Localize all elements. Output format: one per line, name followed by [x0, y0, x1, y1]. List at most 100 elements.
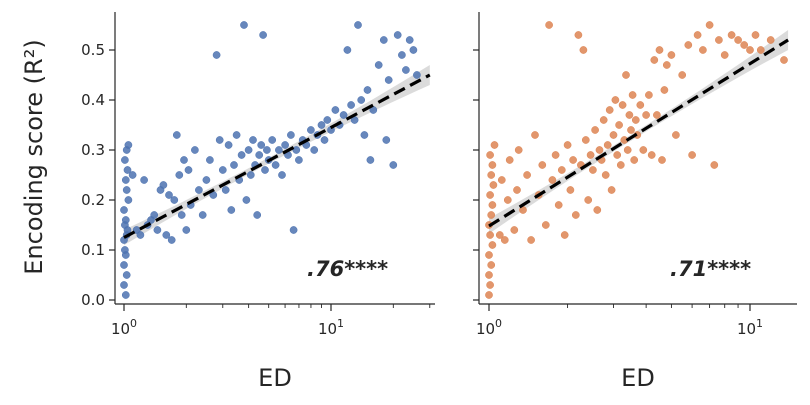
scatter-point — [320, 136, 329, 144]
scatter-point — [554, 201, 563, 209]
scatter-point — [257, 141, 266, 149]
scatter-point — [172, 131, 181, 139]
scatter-point — [672, 131, 680, 139]
scatter-point — [263, 146, 271, 154]
scatter-point — [489, 181, 498, 189]
scatter-point — [595, 146, 604, 154]
scatter-point — [488, 241, 497, 249]
scatter-point — [574, 31, 583, 39]
scatter-point — [566, 186, 575, 194]
x-ticks-left: 100 101 — [111, 304, 344, 338]
y-tick-label: 0.5 — [81, 41, 105, 59]
scatter-point — [727, 31, 736, 39]
scatter-point — [589, 166, 597, 174]
scatter-point — [271, 161, 280, 169]
scatter-point — [180, 156, 188, 164]
scatter-point — [202, 176, 211, 184]
scatter-point — [645, 91, 653, 99]
scatter-point — [393, 31, 402, 39]
scatter-point — [605, 106, 614, 114]
scatter-point — [275, 146, 283, 154]
scatter-point — [182, 226, 191, 234]
correlation-annotation-left: .76**** — [307, 257, 388, 281]
scatter-point — [705, 21, 714, 29]
scatter-point — [607, 186, 616, 194]
scatter-point — [162, 231, 171, 239]
scatter-point — [523, 171, 531, 179]
scatter-point — [715, 36, 723, 44]
scatter-point — [490, 141, 499, 149]
scatter-point — [289, 226, 298, 234]
scatter-point — [198, 211, 207, 219]
scatter-point — [734, 36, 742, 44]
scatter-point — [255, 151, 264, 159]
scatter-point — [122, 271, 131, 279]
scatter-point — [123, 166, 132, 174]
scatter-point — [339, 111, 348, 119]
x-minor-ticks-right — [567, 304, 739, 308]
y-tick-label: 0.3 — [81, 141, 105, 159]
scatter-point — [486, 231, 494, 239]
scatter-point — [230, 161, 238, 169]
scatter-point — [541, 221, 550, 229]
scatter-point — [310, 146, 319, 154]
y-tick-label: 0.1 — [81, 241, 105, 259]
scatter-point — [398, 51, 406, 59]
scatter-point — [688, 151, 696, 159]
scatter-point — [261, 166, 269, 174]
scatter-point — [191, 146, 199, 154]
scatter-point — [347, 101, 355, 109]
scatter-point — [218, 166, 227, 174]
scatter-point — [601, 171, 610, 179]
scatter-point — [636, 101, 645, 109]
scatter-point — [497, 176, 506, 184]
x-tick-label: 101 — [737, 317, 763, 338]
scatter-point — [486, 151, 494, 159]
scatter-point — [121, 291, 130, 299]
scatter-point — [242, 196, 251, 204]
scatter-point — [486, 191, 494, 199]
scatter-point — [153, 226, 162, 234]
correlation-annotation-right: .71**** — [670, 257, 751, 281]
scatter-point — [307, 126, 315, 134]
scatter-point — [531, 131, 539, 139]
scatter-point — [159, 181, 168, 189]
scatter-point — [751, 31, 760, 39]
scatter-point — [538, 161, 547, 169]
scatter-point — [487, 211, 496, 219]
scatter-point — [215, 136, 224, 144]
scatter-point — [514, 146, 523, 154]
scatter-point — [413, 71, 421, 79]
scatter-point — [618, 101, 627, 109]
scatter-point — [485, 291, 493, 299]
scatter-point — [363, 86, 372, 94]
scatter-panel-orange: 100 101 .71**** ED — [473, 12, 797, 392]
scatter-point — [746, 46, 754, 54]
scatter-point — [557, 166, 566, 174]
scatter-point — [140, 176, 148, 184]
scatter-point — [170, 196, 179, 204]
x-tick-label: 101 — [318, 317, 344, 338]
scatter-point — [653, 111, 661, 119]
scatter-point — [331, 106, 340, 114]
scatter-point — [224, 141, 233, 149]
scatter-point — [488, 201, 497, 209]
scatter-point — [124, 141, 133, 149]
scatter-point — [495, 231, 504, 239]
scatter-point — [684, 41, 693, 49]
scatter-point — [586, 151, 595, 159]
scatter-point — [545, 21, 553, 29]
scatter-point — [120, 261, 128, 269]
y-tick-label: 0.2 — [81, 191, 105, 209]
scatter-point — [527, 236, 535, 244]
x-axis-title-left: ED — [258, 364, 292, 392]
scatter-point — [505, 156, 514, 164]
scatter-point — [611, 96, 620, 104]
scatter-point — [780, 56, 788, 64]
scatter-point — [120, 281, 128, 289]
scatter-point — [766, 36, 775, 44]
scatter-panel-blue: 0.0 0.1 0.2 0.3 0.4 0.5 100 101 .76**** ED — [81, 12, 435, 392]
scatter-point — [287, 131, 295, 139]
scatter-point — [487, 171, 496, 179]
